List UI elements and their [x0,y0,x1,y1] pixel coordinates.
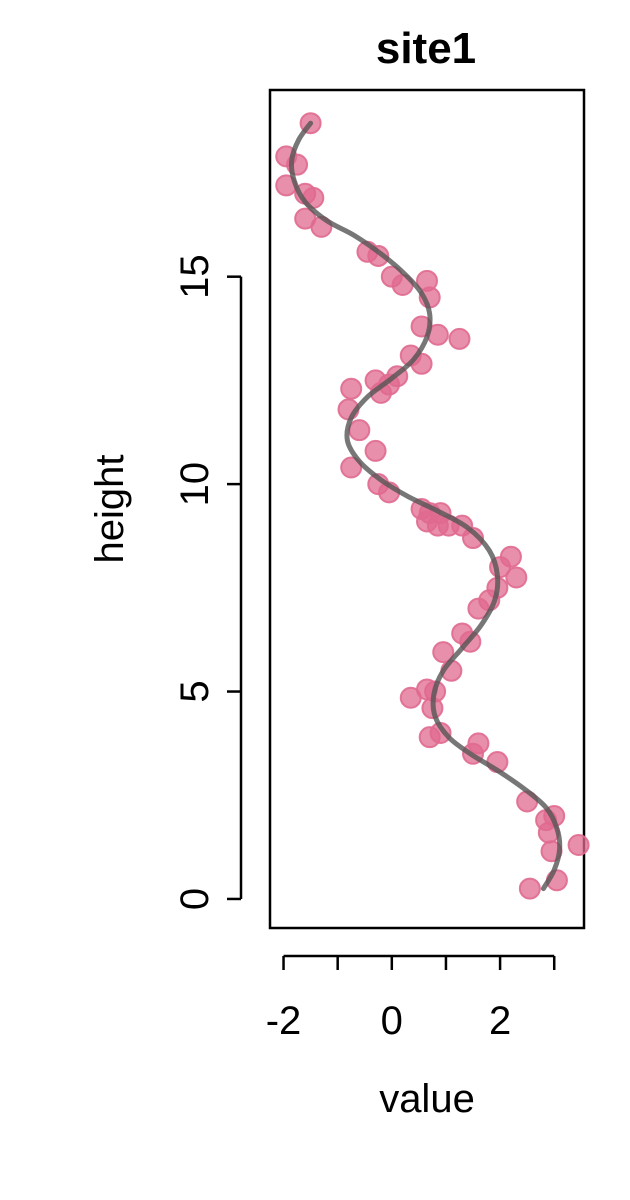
x-axis-label: value [379,1077,475,1121]
data-point [340,456,363,479]
data-point [448,327,471,350]
y-tick-label: 5 [173,680,217,702]
chart-title: site1 [376,24,476,73]
x-tick-label: -2 [266,999,302,1043]
x-tick-label: 0 [381,999,403,1043]
data-point [462,527,485,550]
x-axis: -2 0 2 [266,954,556,1043]
y-axis: 0 5 10 15 [173,254,243,910]
data-point [432,641,455,664]
data-point [399,686,422,709]
data-point [340,377,363,400]
y-tick-label: 0 [173,888,217,910]
x-tick-label: 2 [489,999,511,1043]
y-axis-label: height [88,455,132,564]
data-point [567,834,590,857]
data-point [505,566,528,589]
data-point [348,419,371,442]
y-tick-label: 15 [173,254,217,299]
smooth-fit-line [288,120,563,892]
data-point [518,877,541,900]
y-tick-label: 10 [173,462,217,507]
data-point [364,439,387,462]
plot-frame [268,88,586,930]
